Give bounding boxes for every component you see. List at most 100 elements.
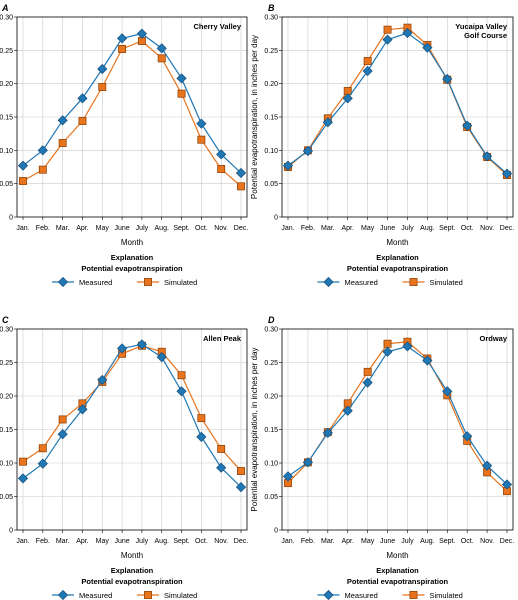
data-point-simulated	[58, 415, 67, 424]
y-tick-label: 0.15	[264, 115, 278, 122]
explanation-subtitle: Potential evapotranspiration	[81, 264, 183, 273]
data-point-simulated	[383, 25, 392, 34]
legend-marker-measured	[57, 276, 69, 288]
series-line-simulated	[22, 40, 242, 187]
x-axis-title: Month	[121, 551, 143, 560]
data-point-measured	[462, 120, 473, 131]
x-tick-label: Dec.	[234, 538, 248, 545]
y-tick-label: 0.20	[264, 81, 278, 88]
data-point-simulated	[19, 457, 27, 466]
data-point-measured	[216, 149, 227, 160]
station-title: Cherry Valley	[193, 22, 241, 31]
legend-marker-measured	[323, 589, 334, 600]
x-tick-label: Feb.	[36, 225, 50, 232]
explanation-title: Explanation	[111, 566, 154, 575]
x-tick-label: Oct.	[195, 225, 208, 232]
y-axis-title: Potential evapotranspiration, in inches …	[250, 347, 259, 511]
series-line-measured	[22, 33, 242, 174]
data-point-simulated	[157, 54, 166, 63]
data-point-simulated	[98, 83, 107, 91]
explanation-title: Explanation	[111, 253, 154, 262]
x-axis-title: Month	[386, 238, 408, 247]
data-point-measured	[302, 145, 314, 157]
y-tick-label: 0.10	[0, 461, 13, 468]
panel-letter: C	[2, 315, 9, 325]
data-point-measured	[37, 145, 48, 156]
data-point-measured	[322, 427, 333, 438]
data-point-measured	[116, 33, 128, 44]
x-tick-label: June	[380, 538, 395, 545]
y-tick-label: 0.25	[264, 360, 278, 367]
x-tick-label: July	[136, 225, 149, 232]
data-point-measured	[501, 168, 513, 179]
x-tick-label: May	[96, 538, 110, 545]
data-point-measured	[422, 355, 433, 366]
data-point-measured	[382, 346, 393, 357]
y-tick-label: 0.15	[0, 115, 13, 122]
plot-frame	[281, 328, 514, 531]
y-tick-label: 0.05	[264, 494, 278, 501]
data-point-measured	[302, 457, 314, 468]
y-tick-label: 0	[274, 215, 278, 222]
series-line-simulated	[287, 27, 508, 176]
data-point-simulated	[58, 139, 67, 147]
y-tick-label: 0.15	[264, 427, 278, 434]
data-point-measured	[481, 460, 493, 471]
legend-marker-simulated	[409, 591, 418, 599]
data-point-measured	[382, 34, 393, 45]
data-point-measured	[216, 462, 227, 473]
x-tick-label: Sept.	[439, 538, 455, 545]
x-tick-label: Apr.	[342, 538, 355, 545]
plot-frame	[16, 16, 248, 218]
y-tick-label: 0.20	[0, 81, 13, 88]
x-tick-label: Dec.	[234, 225, 248, 232]
data-point-measured	[362, 377, 373, 388]
series-line-simulated	[287, 341, 508, 492]
legend-label-simulated: Simulated	[164, 278, 197, 287]
y-tick-label: 0.25	[0, 48, 13, 55]
x-tick-label: Mar.	[321, 538, 335, 545]
station-title: Ordway	[479, 334, 507, 343]
y-tick-label: 0.20	[0, 394, 13, 401]
explanation-title: Explanation	[376, 253, 419, 262]
explanation-title: Explanation	[376, 566, 419, 575]
data-point-simulated	[19, 177, 27, 185]
legend-label-simulated: Simulated	[430, 278, 463, 287]
data-point-simulated	[38, 165, 47, 174]
x-tick-label: Apr.	[342, 225, 355, 232]
data-point-measured	[57, 115, 68, 126]
series-line-measured	[287, 32, 508, 175]
legend-marker-measured	[323, 276, 334, 288]
y-tick-label: 0.05	[0, 494, 13, 501]
panel-letter: A	[1, 3, 9, 13]
data-point-measured	[136, 339, 148, 350]
data-point-measured	[156, 43, 167, 54]
x-tick-label: Oct.	[461, 225, 474, 232]
x-tick-label: Jan.	[16, 538, 29, 545]
legend-marker-simulated	[409, 278, 418, 286]
legend-label-measured: Measured	[345, 591, 378, 600]
series-line-simulated	[22, 345, 242, 472]
data-point-measured	[362, 65, 373, 77]
x-tick-label: Feb.	[301, 538, 315, 545]
data-point-measured	[136, 28, 148, 39]
data-point-measured	[97, 374, 108, 386]
data-point-simulated	[177, 371, 186, 380]
x-tick-label: Nov.	[480, 225, 494, 232]
data-point-measured	[235, 167, 247, 179]
y-tick-label: 0.10	[0, 148, 13, 155]
data-point-measured	[462, 431, 473, 442]
x-tick-label: Dec.	[500, 538, 514, 545]
series-line-measured	[287, 345, 508, 485]
x-tick-label: Aug.	[155, 225, 169, 232]
data-point-measured	[282, 471, 294, 482]
chart-panel-d: D 0 0.05 0.10 0.15 0.20 0.25 0.30 Jan. Feb. Mar. Ap…	[250, 315, 514, 600]
legend-label-simulated: Simulated	[164, 591, 197, 600]
data-point-measured	[17, 160, 29, 171]
x-tick-label: Jan.	[281, 225, 294, 232]
legend-label-measured: Measured	[79, 591, 112, 600]
panel-letter: D	[268, 315, 275, 325]
data-point-simulated	[363, 367, 372, 376]
data-point-simulated	[38, 444, 47, 453]
legend-marker-measured	[57, 589, 69, 600]
